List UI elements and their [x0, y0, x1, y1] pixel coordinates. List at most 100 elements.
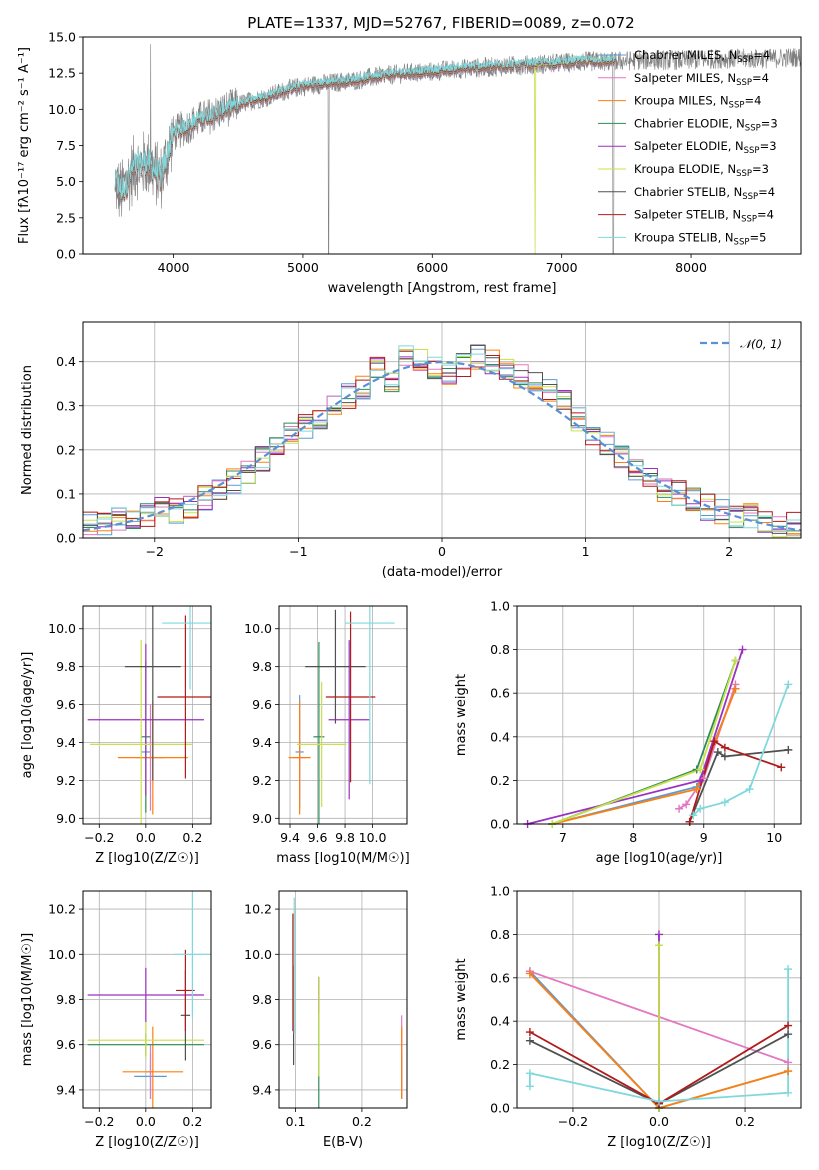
x-tick-label: −1 — [289, 544, 307, 559]
panel-residual-histogram: −2 −1 0 1 2 0.0 0.1 0.2 0.3 0.4 𝒩(0, 1) (data-model… — [20, 321, 802, 580]
x-tick-label: 2 — [725, 544, 733, 559]
y-tick-label: 9.8 — [252, 659, 272, 674]
figure-title: PLATE=1337, MJD=52767, FIBERID=0089, z=0… — [247, 14, 634, 32]
marker-chabrier-stelib — [525, 1036, 534, 1045]
x-tick-label: 6000 — [416, 260, 448, 275]
panel-weight-vs-Z: −0.2 0.0 0.2 0.0 0.2 0.4 0.6 0.8 1.0 Z [log10(Z/Z… — [454, 884, 802, 1150]
marker-salpeter-stelib — [720, 743, 729, 752]
x-tick-label: 4000 — [158, 260, 190, 275]
x-tick-label: 9.4 — [280, 830, 300, 845]
x-tick-label: 0.0 — [136, 830, 156, 845]
y-tick-label: 0.4 — [490, 729, 510, 744]
marker-chabrier-stelib — [784, 1030, 793, 1039]
marker-kroupa-stelib — [784, 965, 793, 974]
x-tick-label: 5000 — [287, 260, 319, 275]
marker-kroupa-elodie — [696, 765, 705, 774]
marker-salpeter-stelib — [525, 1028, 534, 1037]
marker-kroupa-stelib — [655, 1097, 663, 1106]
x-tick-label: 9.8 — [335, 830, 355, 845]
x-tick-label: −0.2 — [558, 1114, 588, 1129]
y-tick-label: 9.2 — [56, 773, 76, 788]
legend-entry-text: Salpeter MILES, NSSP=4 — [634, 71, 769, 88]
marker-salpeter-elodie — [655, 930, 663, 939]
legend-entry-text: Chabrier MILES, NSSP=4 — [634, 48, 770, 65]
x-axis-label: Z [log10(Z/Z☉)] — [95, 1135, 199, 1150]
line-chabrier-elodie — [551, 660, 737, 824]
x-axis-label: wavelength [Angstrom, rest frame] — [328, 281, 557, 296]
histogram-salpeter-stelib — [83, 350, 801, 527]
y-tick-label: 9.6 — [56, 1037, 76, 1052]
histogram-salpeter-elodie — [83, 356, 801, 533]
marker-salpeter-miles — [784, 1058, 793, 1067]
marker-kroupa-stelib — [784, 1088, 793, 1097]
y-tick-label: 1.0 — [490, 884, 510, 899]
y-tick-label: 9.6 — [56, 697, 76, 712]
y-tick-label: 0.8 — [490, 927, 510, 942]
y-tick-label: 9.8 — [56, 659, 76, 674]
marker-salpeter-miles — [682, 800, 691, 809]
marker-kroupa-stelib — [784, 680, 793, 689]
plot-area — [288, 606, 395, 824]
y-tick-label: 10.0 — [48, 621, 76, 636]
marker-kroupa-elodie — [655, 941, 663, 950]
panel-mass-vs-Z: −0.2 0.0 0.2 9.4 9.6 9.8 10.0 10.2 Z [log10(Z/Z☉… — [20, 890, 212, 1150]
x-tick-label: 0.2 — [182, 830, 202, 845]
marker-kroupa-elodie — [731, 656, 740, 665]
marker-kroupa-stelib — [525, 1069, 534, 1078]
y-tick-label: 0.3 — [56, 398, 76, 413]
spectrum-legend: Chabrier MILES, NSSP=4 Salpeter MILES, NS… — [598, 48, 778, 247]
plot-area — [114, 44, 801, 254]
axes-frame — [82, 605, 212, 825]
plot-area — [87, 891, 211, 1108]
y-axis-label: age [log10(age/yr)] — [20, 652, 35, 779]
axes-frame — [82, 890, 212, 1109]
y-tick-label: 9.4 — [252, 1082, 272, 1097]
y-tick-label: 10.0 — [244, 947, 272, 962]
y-tick-label: 0.2 — [56, 442, 76, 457]
marker-kroupa-stelib — [720, 798, 729, 807]
plot-area — [87, 606, 211, 824]
axes-frame — [82, 36, 802, 255]
y-tick-label: 9.4 — [56, 735, 76, 750]
x-axis-label: Z [log10(Z/Z☉)] — [95, 851, 199, 866]
y-tick-label: 5.0 — [56, 174, 76, 189]
x-axis-label: E(B-V) — [323, 1135, 363, 1150]
x-tick-label: 8 — [629, 830, 637, 845]
legend-normal-label: 𝒩(0, 1) — [740, 337, 782, 351]
x-tick-label: 7 — [559, 830, 567, 845]
line-kroupa-miles — [529, 972, 789, 1108]
y-tick-label: 9.6 — [252, 697, 272, 712]
marker-kroupa-miles — [525, 969, 534, 978]
legend-entry-text: Salpeter STELIB, NSSP=4 — [634, 208, 774, 225]
normal-curve — [83, 360, 801, 532]
y-axis-label: mass weight — [454, 674, 469, 756]
x-tick-label: 0.0 — [136, 1114, 156, 1129]
y-tick-label: 0.2 — [490, 1057, 510, 1072]
y-axis-label: mass [log10(M/M☉)] — [20, 933, 35, 1066]
plot-area — [292, 897, 403, 1108]
line-kroupa-elodie — [551, 660, 737, 824]
y-tick-label: 9.4 — [56, 1082, 76, 1097]
panel-weight-vs-age: 7 8 9 10 0.0 0.2 0.4 0.6 0.8 1.0 age [log10(age/yr… — [454, 599, 802, 866]
y-tick-label: 0.4 — [56, 354, 76, 369]
marker-kroupa-stelib — [525, 1082, 534, 1091]
y-tick-label: 0.2 — [490, 773, 510, 788]
y-tick-label: 7.5 — [56, 138, 76, 153]
y-tick-label: 10.0 — [244, 621, 272, 636]
x-axis-label: age [log10(age/yr)] — [596, 851, 723, 866]
x-tick-label: −0.2 — [84, 830, 114, 845]
marker-salpeter-elodie — [696, 776, 705, 785]
legend-entry-text: Chabrier STELIB, NSSP=4 — [634, 185, 775, 202]
spectrum-model-kroupa-elodie — [114, 56, 617, 254]
x-tick-label: 0 — [438, 544, 446, 559]
marker-chabrier-stelib — [720, 752, 729, 761]
marker-kroupa-miles — [692, 785, 701, 794]
axes-frame — [278, 605, 408, 825]
axes-frame — [278, 890, 408, 1109]
y-tick-label: 0.0 — [56, 531, 76, 546]
axes-frame — [516, 605, 802, 825]
y-tick-label: 9.4 — [252, 735, 272, 750]
y-tick-label: 10.0 — [48, 947, 76, 962]
marker-kroupa-stelib — [745, 785, 754, 794]
x-tick-label: 9 — [700, 830, 708, 845]
